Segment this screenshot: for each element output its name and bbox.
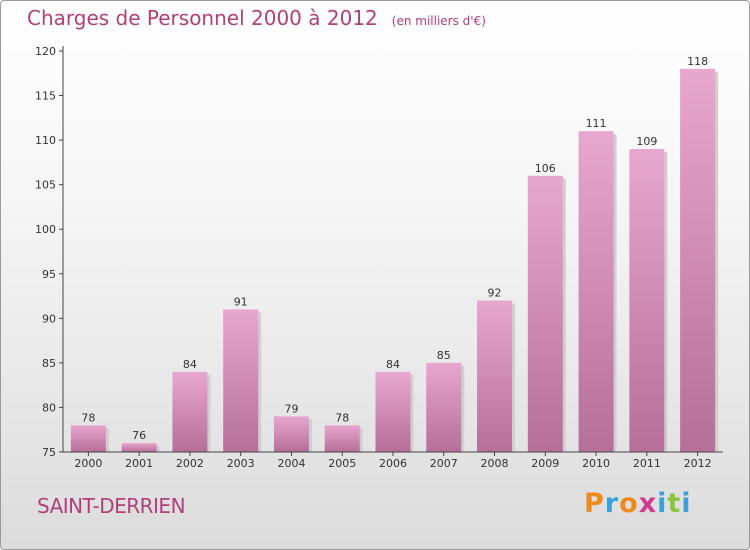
bar-2007 — [426, 362, 462, 452]
logo-letter: o — [619, 488, 639, 519]
logo-letter: t — [667, 488, 682, 519]
logo-letter: r — [604, 488, 620, 519]
data-label-2004: 79 — [284, 402, 298, 415]
y-tick-label: 115 — [35, 90, 56, 103]
x-tick-label: 2001 — [125, 457, 153, 470]
x-tick-label: 2007 — [430, 457, 458, 470]
logo-letter: x — [638, 488, 658, 519]
logo-letter: i — [657, 488, 668, 519]
y-tick-label: 85 — [42, 357, 56, 370]
bar-2006 — [375, 371, 411, 452]
y-tick-label: 75 — [42, 446, 56, 459]
y-tick-label: 95 — [42, 268, 56, 281]
data-label-2012: 118 — [687, 55, 708, 68]
x-tick-label: 2011 — [633, 457, 661, 470]
bar-2008 — [477, 300, 513, 452]
data-label-2009: 106 — [535, 162, 556, 175]
bar-2011 — [629, 149, 665, 452]
data-label-2005: 78 — [335, 411, 349, 424]
x-tick-label: 2003 — [227, 457, 255, 470]
bar-2010 — [578, 131, 614, 452]
x-tick-label: 2000 — [74, 457, 102, 470]
logo-letter: i — [681, 488, 692, 519]
bar-2000 — [70, 425, 106, 452]
y-tick-label: 80 — [42, 401, 56, 414]
y-tick-label: 110 — [35, 134, 56, 147]
place-name: SAINT-DERRIEN — [37, 494, 186, 518]
bar-2012 — [680, 68, 716, 453]
x-tick-label: 2008 — [481, 457, 509, 470]
chart-title: Charges de Personnel 2000 à 2012 (en mill… — [27, 6, 486, 30]
x-tick-label: 2012 — [684, 457, 712, 470]
bar-2003 — [223, 309, 259, 452]
data-label-2003: 91 — [234, 295, 248, 308]
y-tick-label: 100 — [35, 223, 56, 236]
y-tick-label: 105 — [35, 179, 56, 192]
x-tick-label: 2006 — [379, 457, 407, 470]
x-tick-label: 2004 — [277, 457, 305, 470]
x-tick-label: 2002 — [176, 457, 204, 470]
data-label-2007: 85 — [437, 349, 451, 362]
bar-2001 — [121, 443, 157, 452]
x-tick-label: 2009 — [531, 457, 559, 470]
data-label-2006: 84 — [386, 358, 400, 371]
data-label-2011: 109 — [636, 135, 657, 148]
y-tick-label: 120 — [35, 45, 56, 58]
bar-2002 — [172, 371, 208, 452]
y-tick-label: 90 — [42, 312, 56, 325]
logo-letter: P — [584, 488, 605, 519]
data-label-2001: 76 — [132, 429, 146, 442]
proxiti-logo: Proxiti — [584, 488, 692, 519]
data-label-2010: 111 — [586, 117, 607, 130]
chart-title-text: Charges de Personnel 2000 à 2012 — [27, 6, 378, 30]
bar-2004 — [273, 416, 309, 452]
data-label-2008: 92 — [488, 287, 502, 300]
bar-2009 — [527, 175, 563, 452]
bar-2005 — [324, 425, 360, 452]
data-label-2002: 84 — [183, 358, 197, 371]
x-tick-label: 2005 — [328, 457, 356, 470]
x-tick-label: 2010 — [582, 457, 610, 470]
chart-subtitle: (en milliers d'€) — [391, 14, 486, 28]
data-label-2000: 78 — [81, 411, 95, 424]
